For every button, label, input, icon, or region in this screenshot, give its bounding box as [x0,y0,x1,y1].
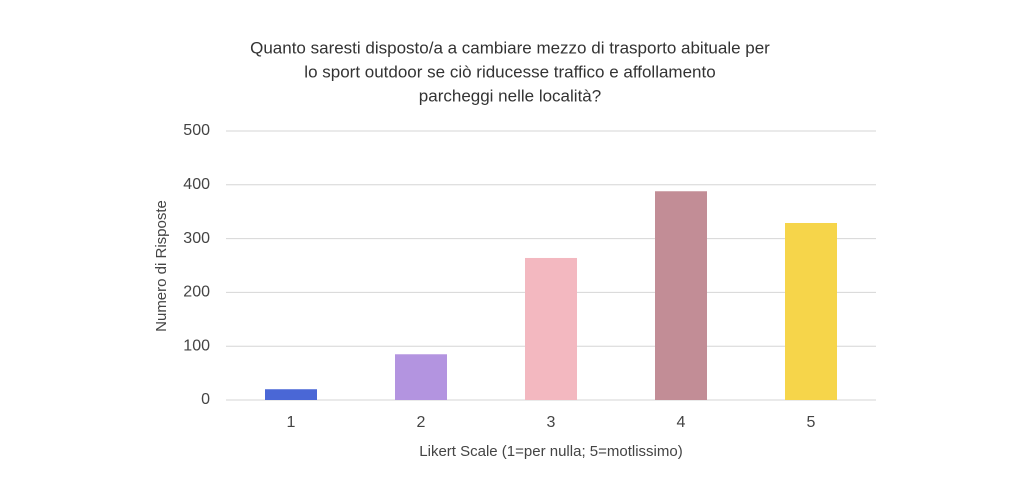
x-tick-label: 4 [677,414,686,431]
x-tick-label: 1 [287,414,296,431]
chart-title: Quanto saresti disposto/a a cambiare mez… [250,38,770,57]
y-tick-label: 100 [183,337,210,354]
bar [785,222,837,400]
y-axis-label: Numero di Risposte [153,200,170,332]
y-tick-label: 0 [201,391,210,408]
bar [395,354,447,400]
bar [655,191,707,400]
y-tick-label: 300 [183,230,210,247]
bar [265,389,317,400]
y-tick-label: 200 [183,284,210,301]
chart-title: lo sport outdoor se ciò riducesse traffi… [304,62,715,81]
x-axis-label: Likert Scale (1=per nulla; 5=motlissimo) [419,443,682,460]
x-tick-label: 3 [547,414,556,431]
x-tick-label: 2 [417,414,426,431]
x-tick-label: 5 [807,414,816,431]
bar [525,257,577,400]
y-tick-label: 500 [183,122,210,139]
y-tick-label: 400 [183,176,210,193]
chart-title: parcheggi nelle località? [419,86,601,105]
